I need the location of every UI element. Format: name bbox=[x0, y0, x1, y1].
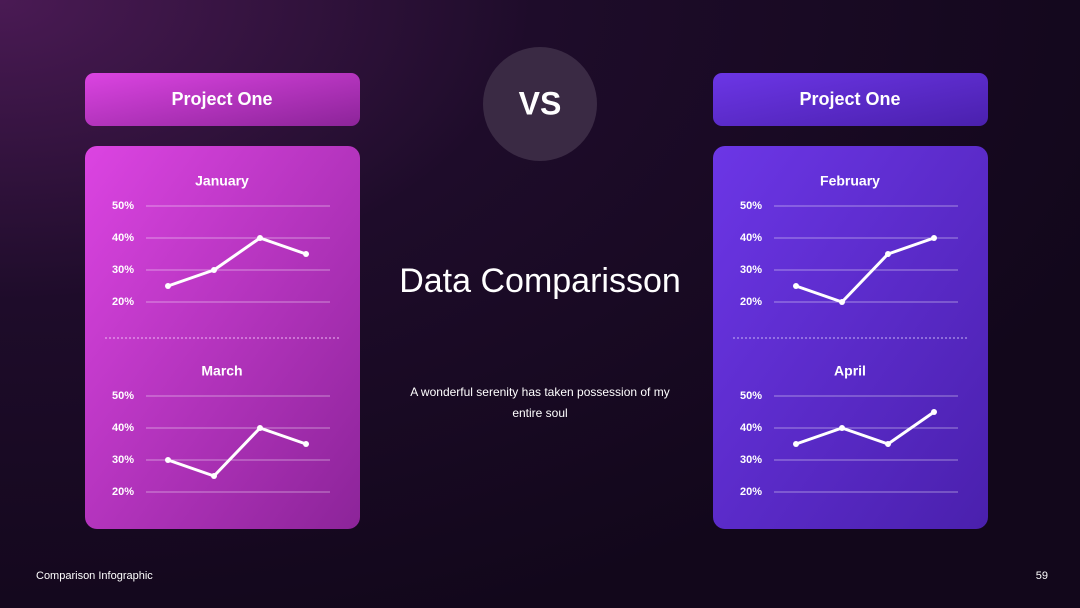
data-line bbox=[795, 236, 935, 304]
y-tick-label: 50% bbox=[740, 200, 762, 212]
vs-circle bbox=[483, 47, 597, 161]
y-tick-label: 30% bbox=[740, 264, 762, 276]
data-point bbox=[211, 267, 217, 273]
y-tick-label: 50% bbox=[112, 390, 134, 402]
data-point bbox=[793, 441, 799, 447]
header-label: Project One bbox=[171, 89, 272, 109]
slide-title: Data Comparisson bbox=[399, 262, 681, 300]
data-point bbox=[257, 425, 263, 431]
data-line bbox=[167, 426, 307, 478]
data-point bbox=[839, 299, 845, 305]
y-tick-label: 30% bbox=[112, 264, 134, 276]
y-tick-label: 30% bbox=[740, 454, 762, 466]
data-point bbox=[839, 425, 845, 431]
subtitle: A wonderful serenity has taken possessio… bbox=[410, 385, 670, 420]
chart-title: April bbox=[834, 363, 866, 379]
y-tick-label: 50% bbox=[740, 390, 762, 402]
page-number: 59 bbox=[1036, 570, 1048, 582]
data-point bbox=[165, 283, 171, 289]
data-point bbox=[211, 473, 217, 479]
header-button bbox=[713, 73, 988, 126]
y-tick-label: 40% bbox=[112, 422, 134, 434]
footer-label: Comparison Infographic bbox=[36, 570, 153, 582]
data-point bbox=[931, 409, 937, 415]
header-label: Project One bbox=[799, 89, 900, 109]
data-point bbox=[165, 457, 171, 463]
y-tick-label: 20% bbox=[740, 296, 762, 308]
y-tick-label: 20% bbox=[112, 296, 134, 308]
data-point bbox=[885, 441, 891, 447]
header-button bbox=[85, 73, 360, 126]
y-tick-label: 40% bbox=[112, 232, 134, 244]
data-point bbox=[793, 283, 799, 289]
data-line bbox=[795, 410, 935, 446]
data-point bbox=[257, 235, 263, 241]
chart-title: February bbox=[820, 173, 880, 189]
y-tick-label: 20% bbox=[740, 486, 762, 498]
data-point bbox=[303, 441, 309, 447]
y-tick-label: 50% bbox=[112, 200, 134, 212]
y-tick-label: 40% bbox=[740, 232, 762, 244]
data-point bbox=[885, 251, 891, 257]
vs-label: VS bbox=[519, 85, 562, 121]
subtitle-box: A wonderful serenity has taken possessio… bbox=[410, 385, 670, 420]
data-point bbox=[931, 235, 937, 241]
data-line bbox=[167, 236, 307, 288]
y-tick-label: 40% bbox=[740, 422, 762, 434]
y-tick-label: 30% bbox=[112, 454, 134, 466]
y-tick-label: 20% bbox=[112, 486, 134, 498]
chart-title: January bbox=[195, 173, 249, 189]
data-point bbox=[303, 251, 309, 257]
chart-title: March bbox=[201, 363, 242, 379]
